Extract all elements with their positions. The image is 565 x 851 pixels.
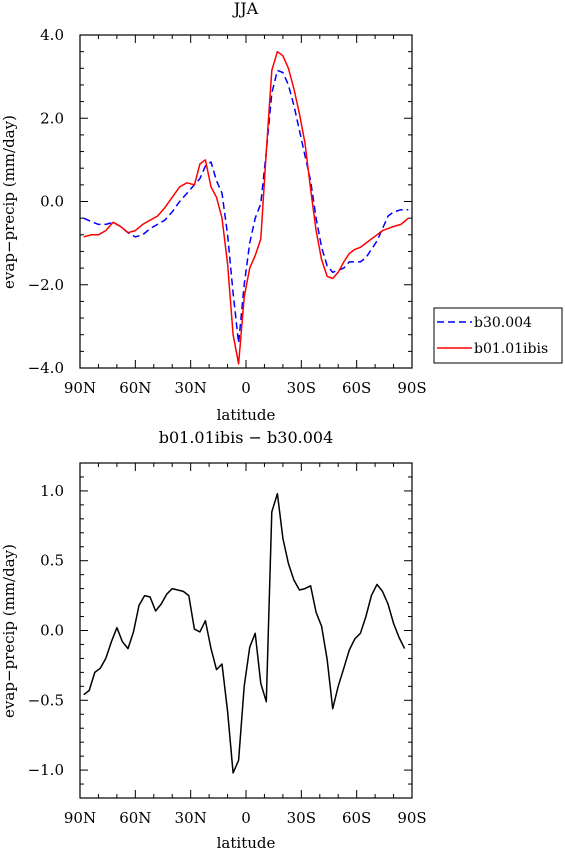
bottom-chart: b01.01ibis − b30.004 90N 60N 30N 0 30S 60S 90S… bbox=[0, 428, 427, 851]
bottom-y-tick-label: 0.5 bbox=[40, 552, 64, 570]
top-y-tick-label: 2.0 bbox=[40, 109, 64, 127]
top-x-tick-label: 0 bbox=[241, 379, 251, 397]
top-x-axis-label: latitude bbox=[217, 406, 276, 424]
top-chart-ticks bbox=[79, 34, 413, 369]
bottom-y-tick-label: −1.0 bbox=[28, 761, 64, 779]
bottom-y-axis-label: evap−precip (mm/day) bbox=[0, 544, 18, 718]
bottom-chart-title: b01.01ibis − b30.004 bbox=[159, 428, 334, 447]
bottom-y-tick-label: 0.0 bbox=[40, 622, 64, 640]
legend: b30.004 b01.01ibis bbox=[433, 307, 563, 364]
top-y-tick-label: −2.0 bbox=[28, 276, 64, 294]
top-x-tick-label: 90S bbox=[397, 379, 426, 397]
top-x-tick-label: 30N bbox=[175, 379, 207, 397]
legend-box bbox=[433, 307, 563, 364]
legend-label-b30-004: b30.004 bbox=[474, 315, 532, 331]
top-series-line-b30-004 bbox=[83, 69, 409, 344]
top-y-tick-label: 4.0 bbox=[40, 26, 64, 44]
top-y-axis-label: evap−precip (mm/day) bbox=[0, 115, 18, 289]
bottom-x-tick-label: 90S bbox=[397, 809, 426, 827]
bottom-x-tick-label: 90N bbox=[64, 809, 96, 827]
bottom-chart-tick-labels: 90N 60N 30N 0 30S 60S 90S −1.0 −0.5 0.0 0.5 1.0 bbox=[28, 482, 427, 827]
bottom-y-tick-label: −0.5 bbox=[28, 691, 64, 709]
bottom-x-tick-label: 60N bbox=[119, 809, 151, 827]
top-chart: JJA 90N 60N 30N 0 30S 60S 90S −4.0 −2.0 0.0 2.0 4.0… bbox=[0, 0, 563, 424]
bottom-x-axis-label: latitude bbox=[217, 834, 276, 851]
bottom-x-tick-label: 30N bbox=[175, 809, 207, 827]
top-y-tick-label: −4.0 bbox=[28, 359, 64, 377]
bottom-x-tick-label: 0 bbox=[241, 809, 251, 827]
bottom-plot-frame bbox=[79, 462, 413, 799]
bottom-chart-series bbox=[83, 492, 406, 774]
legend-label-b01-01ibis: b01.01ibis bbox=[474, 341, 548, 357]
top-x-tick-label: 60S bbox=[342, 379, 371, 397]
bottom-x-tick-label: 60S bbox=[342, 809, 371, 827]
bottom-x-tick-label: 30S bbox=[287, 809, 316, 827]
bottom-series-line-0 bbox=[83, 492, 406, 774]
top-chart-title: JJA bbox=[232, 0, 259, 18]
top-x-tick-label: 60N bbox=[119, 379, 151, 397]
top-y-tick-label: 0.0 bbox=[40, 193, 64, 211]
bottom-y-tick-label: 1.0 bbox=[40, 482, 64, 500]
top-x-tick-label: 90N bbox=[64, 379, 96, 397]
top-series-line-b01-01ibis bbox=[83, 50, 409, 365]
bottom-chart-ticks bbox=[79, 462, 413, 798]
top-plot-frame bbox=[79, 34, 413, 369]
top-chart-tick-labels: 90N 60N 30N 0 30S 60S 90S −4.0 −2.0 0.0 2.0 4.0 bbox=[28, 26, 427, 397]
top-x-tick-label: 30S bbox=[287, 379, 316, 397]
top-chart-series bbox=[83, 50, 409, 365]
